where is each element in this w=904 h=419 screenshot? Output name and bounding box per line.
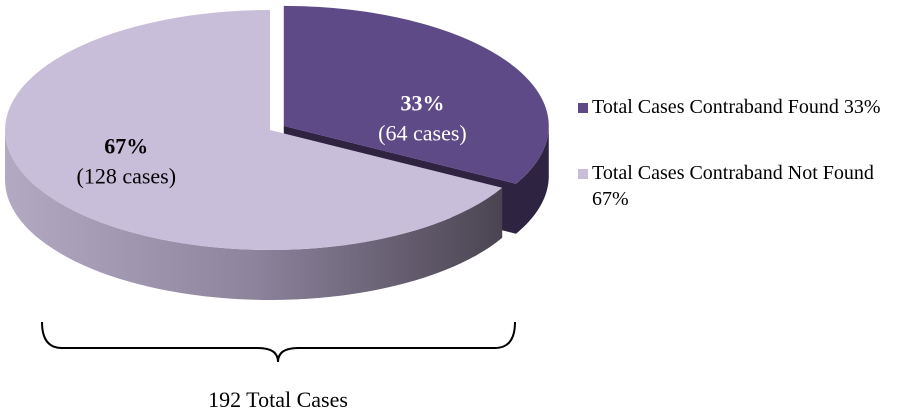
slice-side	[515, 125, 549, 234]
legend-swatch	[578, 103, 588, 113]
value-label: 67%	[104, 134, 148, 159]
slice	[283, 5, 549, 184]
legend-label: Total Cases Contraband Found 33%	[592, 96, 881, 118]
pie	[5, 5, 549, 300]
value-label: 33%	[400, 90, 444, 115]
slice	[5, 10, 503, 250]
slice-side	[5, 130, 503, 300]
legend-swatch	[578, 169, 588, 179]
brace	[41, 321, 516, 363]
legend-label: Total Cases Contraband Not Found 67%	[592, 162, 874, 210]
annotation: 192 Total Cases	[208, 387, 348, 412]
case-label: (128 cases)	[77, 164, 177, 189]
case-label: (64 cases)	[378, 120, 467, 145]
